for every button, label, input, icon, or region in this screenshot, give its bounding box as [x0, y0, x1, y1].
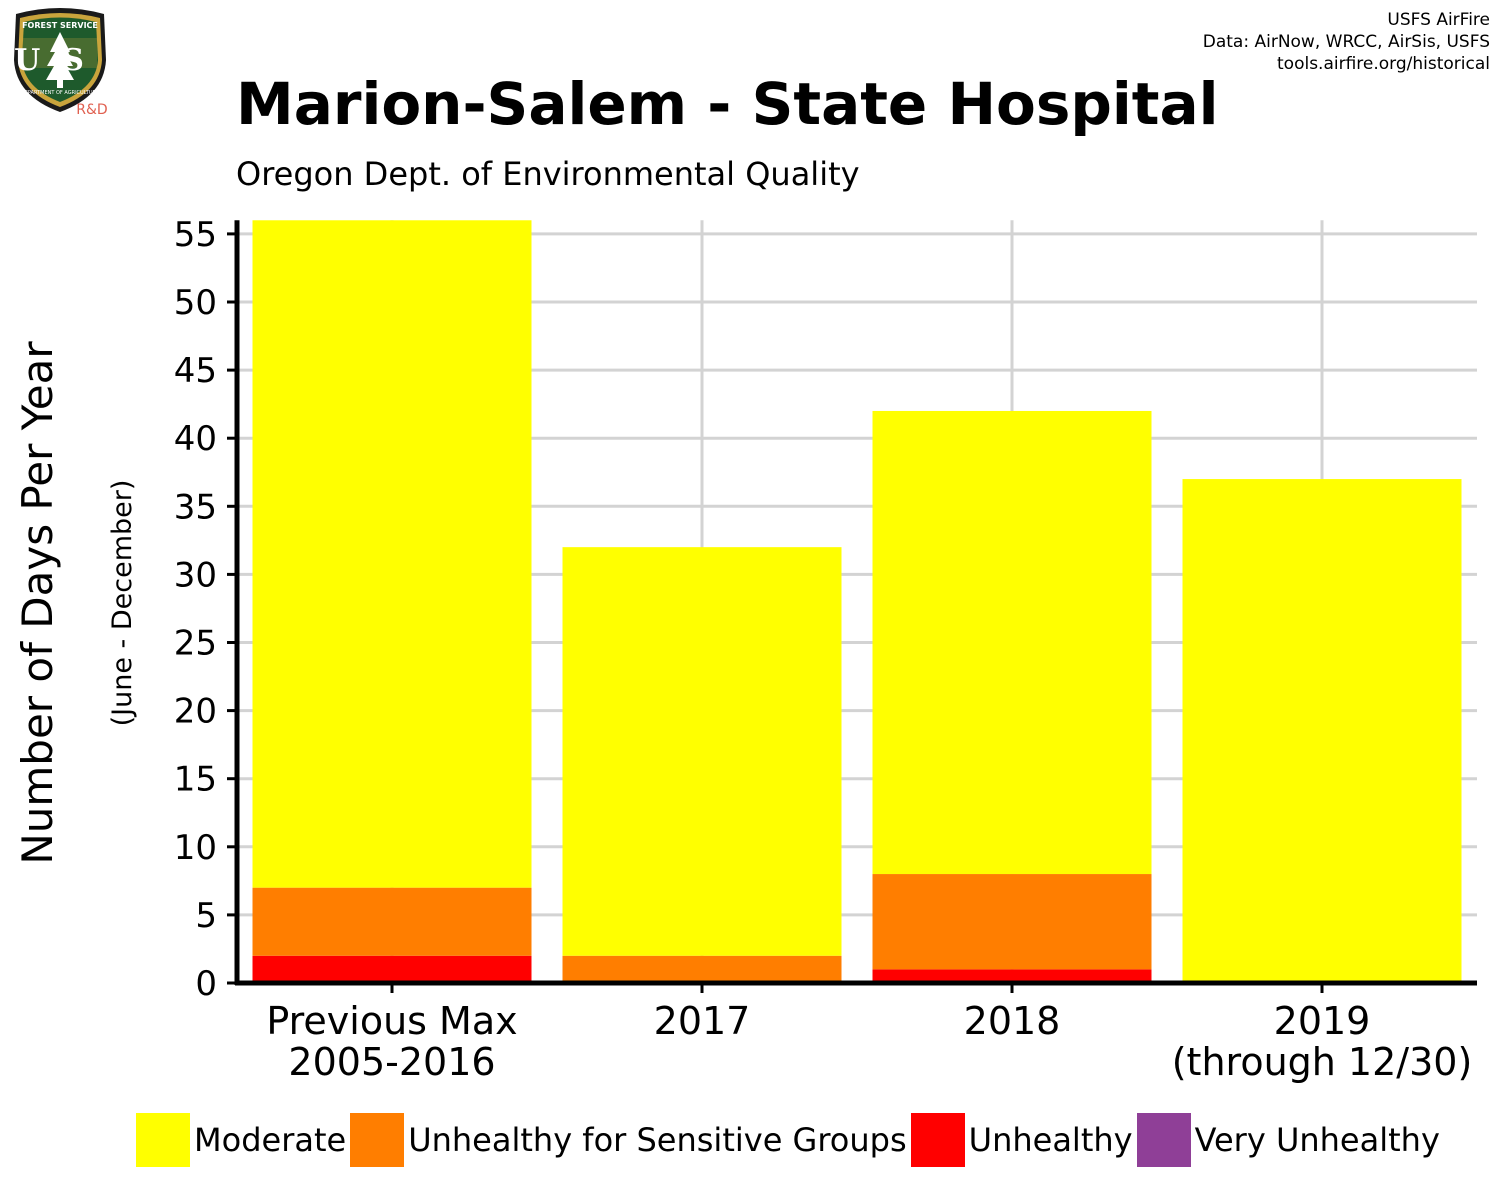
axes [227, 220, 1477, 993]
logo-top-text: FOREST SERVICE [22, 21, 98, 30]
credit-line-1: USFS AirFire [1387, 10, 1490, 30]
bar-chart: 0 5 10 15 20 25 30 35 40 45 50 55 Previous Max2005-… [13, 215, 1477, 1084]
y-tick-label: 5 [195, 896, 217, 936]
y-tick-label: 40 [174, 419, 217, 459]
chart-subtitle: Oregon Dept. of Environmental Quality [236, 155, 860, 193]
bar-segment [872, 969, 1152, 983]
bar-segment [562, 955, 842, 983]
logo-letters: US [14, 43, 106, 78]
y-tick-label: 55 [174, 215, 217, 255]
x-tick-label: 2019 [1274, 999, 1371, 1043]
y-tick-label: 10 [174, 828, 217, 868]
legend-label: Unhealthy [968, 1121, 1133, 1159]
legend: Moderate Unhealthy for Sensitive Groups Un… [136, 1112, 1444, 1168]
legend-item: Moderate [136, 1113, 346, 1167]
logo-bottom-text: DEPARTMENT OF AGRICULTURE [21, 90, 99, 96]
legend-swatch [350, 1113, 405, 1167]
legend-item: Very Unhealthy [1136, 1113, 1440, 1167]
y-tick-labels: 0 5 10 15 20 25 30 35 40 45 50 55 [174, 215, 217, 1004]
y-axis-label: Number of Days Per Year [13, 341, 62, 865]
usfs-logo: FOREST SERVICE US DEPARTMENT OF AGRICULT… [14, 8, 108, 116]
x-tick-label: (through 12/30) [1172, 1040, 1473, 1084]
legend-label: Unhealthy for Sensitive Groups [408, 1121, 907, 1159]
legend-item: Unhealthy [910, 1113, 1133, 1167]
x-tick-label: 2017 [654, 999, 751, 1043]
credit-line-2: Data: AirNow, WRCC, AirSis, USFS [1202, 32, 1490, 52]
y-axis-sublabel: (June - December) [107, 480, 138, 727]
legend-swatch [910, 1113, 965, 1167]
credit-line-3: tools.airfire.org/historical [1277, 54, 1490, 74]
bar-segment [252, 887, 532, 956]
y-tick-label: 50 [174, 283, 217, 323]
logo-badge: R&D [76, 102, 107, 116]
bar-segment [872, 410, 1152, 875]
bar-segment [872, 874, 1152, 970]
bar-segment [1182, 479, 1462, 983]
y-tick-label: 45 [174, 351, 217, 391]
y-tick-label: 30 [174, 555, 217, 595]
x-tick-label: Previous Max [266, 999, 517, 1043]
bar-segment [252, 955, 532, 983]
legend-swatch [136, 1113, 190, 1167]
bar-segment [252, 220, 532, 888]
legend-item: Unhealthy for Sensitive Groups [350, 1113, 907, 1167]
legend-label: Moderate [194, 1121, 347, 1159]
x-tick-label: 2005-2016 [288, 1040, 495, 1084]
bar-segment [562, 547, 842, 956]
y-tick-label: 20 [174, 692, 217, 732]
y-tick-label: 25 [174, 624, 217, 664]
x-tick-label: 2018 [964, 999, 1061, 1043]
credits: USFS AirFire Data: AirNow, WRCC, AirSis,… [1203, 9, 1490, 75]
chart-title: Marion-Salem - State Hospital [236, 70, 1219, 138]
legend-swatch [1136, 1113, 1191, 1167]
bars [252, 220, 1462, 983]
legend-label: Very Unhealthy [1194, 1121, 1440, 1159]
y-tick-label: 35 [174, 487, 217, 527]
y-tick-label: 0 [195, 964, 217, 1004]
y-tick-label: 15 [174, 760, 217, 800]
